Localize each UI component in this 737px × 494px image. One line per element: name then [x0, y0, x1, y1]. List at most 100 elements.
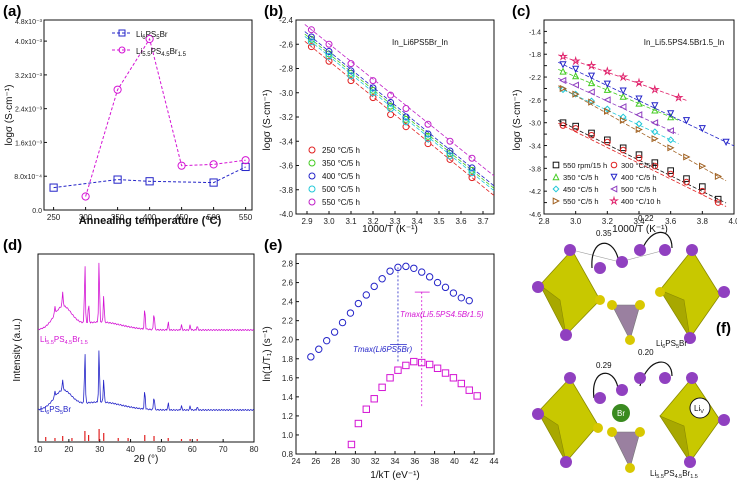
data-point [354, 419, 363, 428]
data-point [559, 76, 567, 85]
fit-line [558, 87, 679, 144]
x-tick-label: 34 [391, 457, 400, 466]
x-tick-label: 2.9 [301, 217, 313, 226]
data-point [378, 383, 386, 392]
x-tick-label: 3.4 [633, 217, 645, 226]
legend-label: 500 °C/5 h [322, 185, 360, 194]
data-point [446, 152, 454, 160]
tmax-label-li55: Tmax(Li5.5PS4.5Br1.5) [400, 310, 484, 319]
ps4-tetrahedron-left-face [539, 284, 567, 336]
legend-label: 550 rpm/15 h [563, 161, 607, 170]
panel-e-label: (e) [264, 237, 282, 254]
y-tick-label: 0.8 [282, 450, 294, 459]
structure-li6ps5br: 0.35 0.22 Li6PS5Br [532, 214, 730, 350]
data-point [457, 379, 466, 388]
x-tick-label: 38 [430, 457, 439, 466]
li-atom [560, 329, 572, 341]
data-point [369, 94, 377, 102]
structure-li55ps45br15: 0.29 0.20 Br LiV Li5.5PS4.5Br1.5 [532, 348, 730, 480]
legend-label: 400 °C/5 h [322, 172, 360, 181]
fit-line [558, 122, 727, 207]
data-point [424, 135, 432, 143]
li-atom [686, 244, 698, 256]
li-atom [564, 372, 576, 384]
data-point [354, 299, 363, 308]
li-atom [616, 384, 628, 396]
y-tick-label: -3.0 [279, 89, 293, 98]
xrd-reference-peaks [45, 429, 198, 441]
data-point [347, 77, 355, 85]
data-point [651, 162, 659, 170]
li-atom [594, 262, 606, 274]
panel-d-ylabel: Intensity (a.u.) [12, 318, 23, 381]
data-point [441, 369, 450, 377]
panel-d-label: (d) [3, 237, 22, 254]
data-point [603, 96, 611, 104]
data-point [113, 85, 122, 94]
panel-c: (c) In_Li5.5PS4.5Br1.5_In 2.8 3.0 3.2 3.4 3.… [512, 3, 737, 235]
data-point [634, 77, 644, 88]
y-tick-label: -3.4 [529, 144, 541, 151]
fit-line [304, 31, 495, 187]
data-point [425, 273, 434, 281]
li-atom [634, 372, 646, 384]
data-point [145, 34, 154, 44]
fit-line [558, 85, 727, 182]
legend-marker [308, 159, 316, 167]
x-tick-label: 32 [371, 457, 380, 466]
li-atom [684, 332, 696, 344]
data-point [667, 136, 675, 144]
s-atom [595, 295, 605, 305]
data-point [325, 52, 333, 60]
y-tick-label: -3.2 [279, 113, 293, 122]
li-atom [594, 392, 606, 404]
panel-a-frame [43, 19, 253, 211]
data-point [402, 115, 410, 123]
y-tick-label: 2.2 [282, 317, 294, 326]
data-point [572, 90, 580, 98]
y-tick-label: 1.2 [282, 412, 294, 421]
li-atom [634, 244, 646, 256]
data-point [603, 85, 611, 93]
fit-line [558, 61, 735, 147]
s-atom [655, 287, 665, 297]
y-tick-label: -1.8 [529, 52, 541, 59]
y-tick-label: 1.6x10⁻³ [15, 140, 43, 147]
data-point [619, 113, 627, 121]
data-point [559, 122, 567, 129]
data-point [307, 43, 315, 51]
data-point [699, 162, 707, 170]
panel-e-ticks: 24 26 28 30 32 34 36 38 40 42 44 0.8 1.0 1.2 1.4 1.6 1.8… [282, 260, 499, 466]
data-point [325, 57, 333, 65]
x-tick-label: 300 [79, 213, 93, 222]
x-tick-label: 30 [351, 457, 360, 466]
legend-marker [308, 185, 316, 193]
legend-marker [552, 173, 560, 181]
data-point [81, 192, 90, 201]
x-tick-label: 2.8 [538, 217, 550, 226]
data-point [588, 98, 596, 106]
x-tick-label: 3.1 [345, 217, 357, 226]
data-point [667, 170, 674, 178]
data-point [570, 55, 581, 66]
panel-b-label: (b) [264, 3, 283, 20]
data-point [449, 289, 458, 297]
panel-f: (f) 0.35 0.22 [532, 214, 731, 480]
legend-marker [552, 197, 560, 205]
data-point [635, 99, 643, 107]
data-point [113, 175, 122, 184]
y-tick-label: 0.0 [32, 208, 42, 215]
panel-c-data [558, 51, 735, 207]
panel-b-legend: 250 °C/5 h 350 °C/5 h 400 °C/5 h 500 °C/5 h… [308, 146, 360, 207]
panel-a-data [49, 34, 250, 201]
s-atom [593, 423, 603, 433]
y-tick-label: 2.4 [282, 298, 294, 307]
panel-b-xlabel: 1000/T (K⁻¹) [362, 224, 418, 235]
li-atom [532, 281, 544, 293]
x-tick-label: 3.7 [477, 217, 489, 226]
data-point [698, 125, 706, 133]
y-tick-label: -2.6 [279, 40, 293, 49]
data-point [604, 107, 612, 115]
legend-marker [308, 172, 316, 180]
data-point [449, 374, 458, 382]
